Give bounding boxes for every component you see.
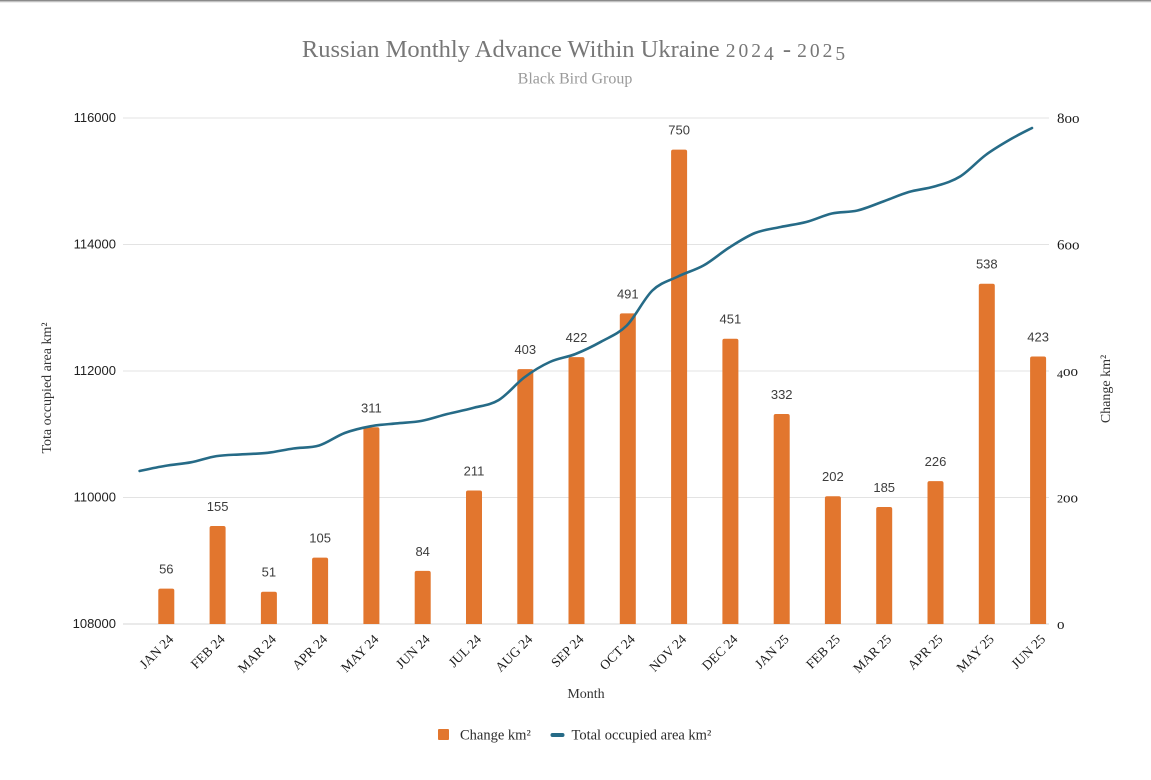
svg-text:JAN 24: JAN 24: [136, 631, 176, 671]
svg-text:MAY 24: MAY 24: [338, 631, 382, 675]
svg-text:APR 24: APR 24: [289, 631, 330, 672]
svg-text:Change km²: Change km²: [460, 728, 531, 744]
svg-text:JUL 24: JUL 24: [445, 631, 484, 670]
svg-text:o: o: [1057, 617, 1065, 633]
svg-text:423: 423: [1027, 330, 1049, 345]
svg-text:JUN 25: JUN 25: [1008, 631, 1048, 671]
svg-text:2oo: 2oo: [1057, 491, 1078, 507]
svg-text:Russian Monthly Advance Within: Russian Monthly Advance Within Ukraine 2…: [302, 36, 848, 65]
svg-text:56: 56: [159, 562, 173, 577]
svg-text:451: 451: [720, 312, 742, 327]
svg-text:APR 25: APR 25: [905, 631, 946, 672]
svg-text:332: 332: [771, 387, 793, 402]
svg-text:84: 84: [415, 544, 429, 559]
svg-text:Total occupied area km²: Total occupied area km²: [572, 728, 712, 744]
svg-text:Black Bird Group: Black Bird Group: [518, 71, 633, 88]
svg-text:110000: 110000: [74, 490, 116, 505]
svg-text:750: 750: [668, 123, 690, 138]
svg-text:SEP 24: SEP 24: [548, 631, 587, 670]
svg-text:FEB 25: FEB 25: [803, 631, 843, 671]
svg-text:DEC 24: DEC 24: [699, 631, 741, 673]
svg-text:422: 422: [566, 330, 588, 345]
svg-text:Change km²: Change km²: [1099, 355, 1114, 423]
svg-text:114000: 114000: [74, 237, 116, 252]
svg-text:311: 311: [361, 400, 382, 415]
svg-text:202: 202: [822, 469, 844, 484]
svg-text:4oo: 4oo: [1057, 364, 1078, 381]
svg-text:155: 155: [207, 499, 229, 514]
svg-text:105: 105: [309, 531, 331, 546]
svg-text:MAR 24: MAR 24: [235, 631, 279, 675]
svg-text:211: 211: [464, 464, 485, 479]
svg-text:51: 51: [262, 565, 276, 580]
svg-text:NOV 24: NOV 24: [646, 631, 689, 674]
svg-text:491: 491: [617, 286, 639, 301]
svg-text:JUN 24: JUN 24: [393, 631, 433, 671]
svg-text:6oo: 6oo: [1057, 238, 1080, 254]
svg-text:FEB 24: FEB 24: [188, 631, 228, 671]
svg-text:226: 226: [925, 454, 947, 469]
svg-text:538: 538: [976, 257, 998, 272]
svg-text:116000: 116000: [74, 110, 116, 125]
svg-text:MAR 25: MAR 25: [850, 631, 894, 675]
svg-text:OCT 24: OCT 24: [596, 631, 638, 673]
svg-text:112000: 112000: [74, 363, 116, 378]
svg-text:403: 403: [514, 342, 536, 357]
svg-text:MAY 25: MAY 25: [953, 631, 997, 675]
svg-text:Tota occupied area km²: Tota occupied area km²: [40, 322, 55, 453]
svg-text:185: 185: [873, 480, 895, 495]
svg-text:AUG 24: AUG 24: [492, 631, 535, 674]
svg-text:JAN 25: JAN 25: [752, 631, 792, 671]
svg-text:108000: 108000: [73, 616, 116, 631]
svg-text:Month: Month: [567, 687, 604, 702]
svg-text:8oo: 8oo: [1057, 111, 1080, 127]
